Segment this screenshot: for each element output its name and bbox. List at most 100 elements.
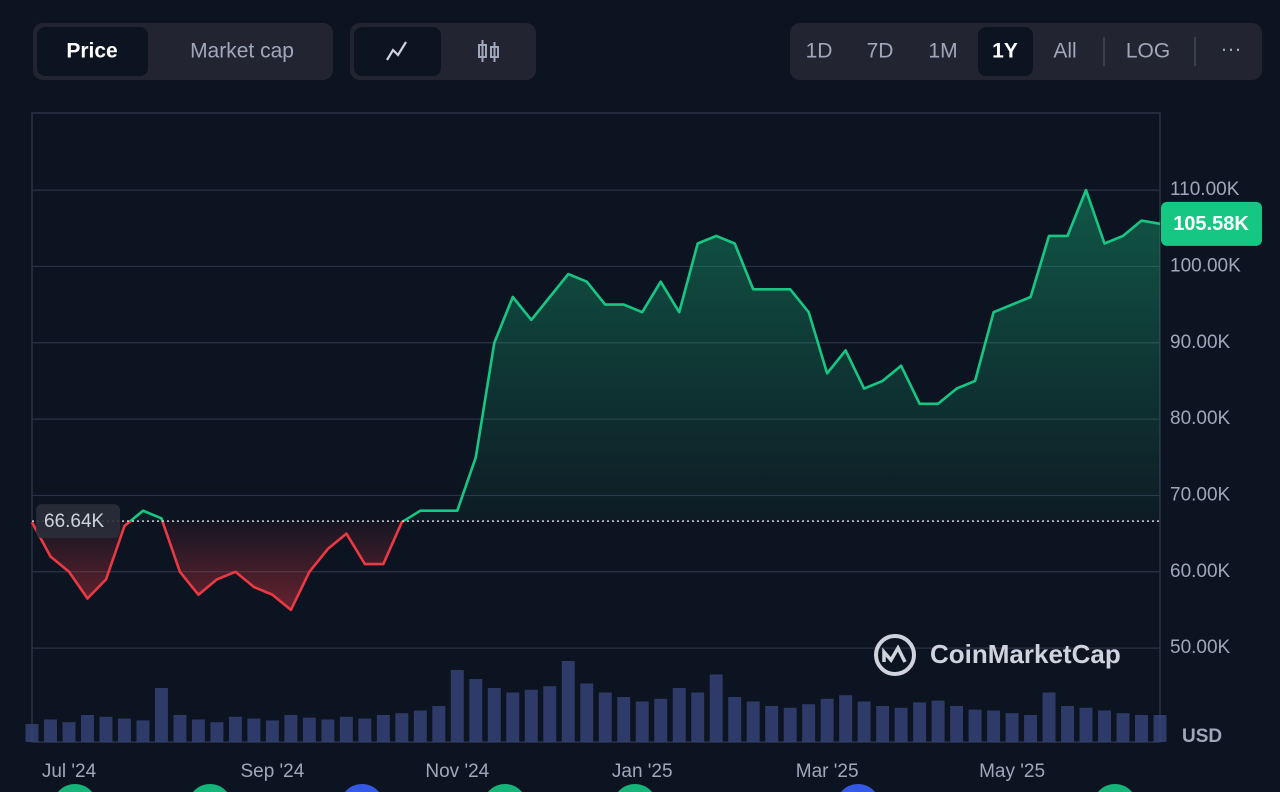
volume-bar — [62, 722, 76, 742]
volume-bar — [339, 716, 353, 742]
current-price-badge — [1161, 201, 1262, 246]
volume-bar — [654, 698, 668, 742]
volume-bar — [1079, 707, 1093, 742]
volume-bar — [44, 719, 57, 742]
volume-bar — [857, 701, 871, 742]
watermark: CoinMarketCap — [874, 634, 1121, 676]
y-unit: USD — [1182, 726, 1222, 747]
volume-bar — [1061, 706, 1075, 742]
volume-bar — [543, 686, 557, 742]
watermark-text: CoinMarketCap — [930, 639, 1121, 669]
volume-bar — [265, 720, 279, 742]
volume-bar — [99, 716, 113, 742]
range-1y[interactable]: 1Y — [992, 40, 1018, 63]
volume-bar — [1005, 713, 1019, 742]
current-price-label: 105.58K — [1173, 213, 1249, 235]
volume-bar — [506, 692, 520, 742]
more-button[interactable]: ··· — [1221, 38, 1242, 61]
range-1d[interactable]: 1D — [806, 40, 833, 63]
volume-bar — [635, 701, 649, 742]
price-tab[interactable]: Price — [66, 40, 117, 63]
volume-bar — [395, 713, 409, 742]
y-tick-label: 80.00K — [1170, 408, 1231, 429]
volume-bar — [450, 670, 464, 742]
volume-bar — [839, 695, 853, 742]
y-tick-label: 90.00K — [1170, 332, 1231, 353]
volume-bar — [1098, 710, 1111, 742]
volume-bar — [25, 724, 39, 742]
volume-bar — [136, 720, 150, 742]
candle-chart-icon[interactable] — [478, 40, 499, 62]
volume-bar — [561, 661, 575, 742]
volume-bar — [876, 706, 890, 742]
x-tick-label: Mar '25 — [796, 761, 859, 782]
volume-bar — [598, 692, 612, 742]
market-cap-tab[interactable]: Market cap — [190, 40, 294, 63]
volume-bar — [746, 701, 760, 742]
volume-bar — [580, 683, 594, 742]
volume-bar — [376, 715, 390, 742]
y-tick-label: 100.00K — [1170, 255, 1241, 276]
volume-bar — [617, 697, 631, 742]
y-tick-label: 70.00K — [1170, 484, 1231, 505]
volume-bar — [913, 702, 927, 742]
volume-bar — [728, 697, 742, 742]
price-area — [32, 190, 1160, 610]
volume-bar — [117, 718, 131, 742]
volume-bar — [1135, 715, 1148, 742]
volume-bar — [894, 707, 908, 742]
volume-bar — [487, 688, 501, 742]
x-tick-label: Jan '25 — [612, 761, 673, 782]
x-tick-label: Jul '24 — [42, 761, 97, 782]
volume-bar — [1153, 715, 1167, 742]
volume-bar — [81, 715, 94, 742]
reference-label-bg — [36, 504, 120, 539]
volume-bar — [820, 698, 834, 742]
x-tick-label: Sep '24 — [240, 761, 304, 782]
log-toggle[interactable]: LOG — [1126, 40, 1170, 63]
active-type-bg — [354, 27, 441, 76]
volume-bar — [321, 719, 335, 742]
volume-bar — [802, 704, 816, 742]
volume-bar — [210, 722, 224, 742]
volume-bar — [432, 706, 446, 742]
volume-bar — [469, 679, 483, 742]
active-range-bg — [978, 27, 1033, 76]
volume-bar — [173, 715, 187, 742]
volume-bar — [302, 717, 316, 742]
range-1m[interactable]: 1M — [928, 40, 957, 63]
x-tick-label: Nov '24 — [425, 761, 489, 782]
range-all[interactable]: All — [1053, 40, 1076, 63]
volume-bar — [1024, 715, 1038, 742]
range-7d[interactable]: 7D — [867, 40, 894, 63]
reference-label: 66.64K — [44, 511, 105, 532]
volume-bar — [1042, 692, 1056, 742]
volume-bar — [950, 706, 964, 742]
volume-bar — [413, 710, 427, 742]
volume-bar — [284, 715, 298, 742]
y-tick-label: 110.00K — [1170, 179, 1240, 200]
volume-bar — [709, 674, 723, 742]
volume-bar — [247, 718, 261, 742]
volume-bar — [968, 709, 982, 742]
volume-bar — [931, 700, 945, 742]
price-line — [30, 188, 1161, 612]
volume-bar — [228, 716, 242, 742]
y-tick-label: 60.00K — [1170, 561, 1231, 582]
volume-bar — [191, 719, 205, 742]
volume-bar — [672, 688, 686, 742]
news-markers — [58, 784, 1132, 792]
volume-bar — [765, 706, 779, 742]
volume-bar — [987, 710, 1001, 742]
volume-bar — [358, 718, 372, 742]
volume-bar — [154, 688, 168, 742]
y-tick-label: 50.00K — [1170, 637, 1231, 658]
active-tab-bg — [37, 27, 148, 76]
volume-bar — [524, 689, 538, 742]
x-tick-label: May '25 — [979, 761, 1045, 782]
volume-bar — [1116, 713, 1130, 742]
volume-bar — [783, 707, 797, 742]
line-chart-icon[interactable] — [386, 41, 407, 61]
volume-bar — [691, 692, 705, 742]
